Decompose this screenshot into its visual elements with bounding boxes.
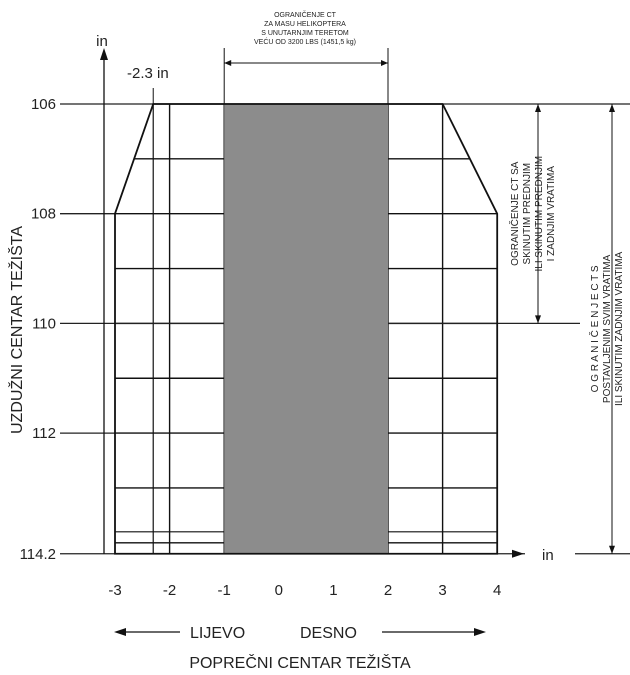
right-outer-label: POSTAVLJENIM SVIM VRATIMA	[602, 254, 613, 403]
y-tick-label: 110	[32, 315, 56, 332]
right-outer-arrow-top	[609, 104, 615, 112]
x-tick-label: 0	[275, 582, 283, 599]
x-tick-label: 1	[329, 582, 337, 599]
x-axis-unit-label: in	[542, 547, 554, 564]
envelope-layer	[114, 103, 499, 555]
right-direction-arrowhead	[474, 628, 486, 636]
x-axis-arrowhead	[512, 549, 524, 558]
y-tick-label: 112	[32, 425, 56, 442]
left-limit-label: -2.3 in	[127, 65, 169, 82]
x-tick-label: -3	[108, 582, 121, 599]
right-inner-arrow-top	[535, 104, 541, 112]
top-box-label: ZA MASU HELIKOPTERA	[264, 21, 346, 28]
envelope-outline	[114, 103, 499, 555]
x-tick-label: -2	[163, 582, 176, 599]
x-tick-label: -1	[218, 582, 231, 599]
top-box-label: S UNUTARNJIM TERETOM	[261, 30, 349, 37]
y-tick-label: 114.2	[20, 546, 56, 563]
x-axis-title: POPREČNI CENTAR TEŽIŠTA	[189, 653, 411, 672]
x-tick-label: 4	[493, 582, 501, 599]
y-tick-label: 106	[31, 96, 56, 113]
top-box-label: VEĆU OD 3200 LBS (1451,5 kg)	[254, 37, 356, 46]
tick-label-layer: 106 108 110 112 114.2 -3 -2 -1 0 1 2 3 4 UZDUŽNI CENT…	[7, 96, 501, 672]
right-outer-arrow-bottom	[609, 545, 615, 554]
right-inner-arrow-bottom	[535, 315, 541, 324]
left-direction-label: LIJEVO	[190, 625, 245, 642]
y-axis-unit-label: in	[96, 33, 108, 50]
y-tick-label: 108	[31, 206, 56, 223]
right-inner-label: SKINUTIM PREDNJIM	[522, 163, 533, 265]
right-inner-label: I ZADNJIM VRATIMA	[546, 166, 557, 262]
top-box-arrow-right	[381, 60, 388, 66]
right-outer-label: ILI SKINUTIM ZADNJIM VRATIMA	[614, 251, 625, 406]
top-box-arrow-left	[224, 60, 232, 66]
right-inner-label: ILI SKINUTIM PREDNJIM	[534, 156, 545, 272]
y-axis-title: UZDUŽNI CENTAR TEŽIŠTA	[7, 226, 26, 434]
annotation-layer: in in -2.3 in OGRANIČENJE CT ZA MASU HELIKOP…	[96, 10, 625, 564]
right-inner-label: OGRANIČENJE CT SA	[508, 161, 521, 266]
top-box-label: OGRANIČENJE CT	[274, 10, 337, 19]
y-axis-arrowhead	[100, 48, 108, 60]
shaded-region	[224, 104, 388, 554]
shaded-region-layer	[224, 104, 388, 554]
x-tick-label: 2	[384, 582, 392, 599]
right-outer-label: O G R A N I Č E N J E C T S	[588, 265, 601, 392]
x-tick-label: 3	[438, 582, 446, 599]
right-direction-label: DESNO	[300, 625, 357, 642]
left-direction-arrowhead	[114, 628, 126, 636]
